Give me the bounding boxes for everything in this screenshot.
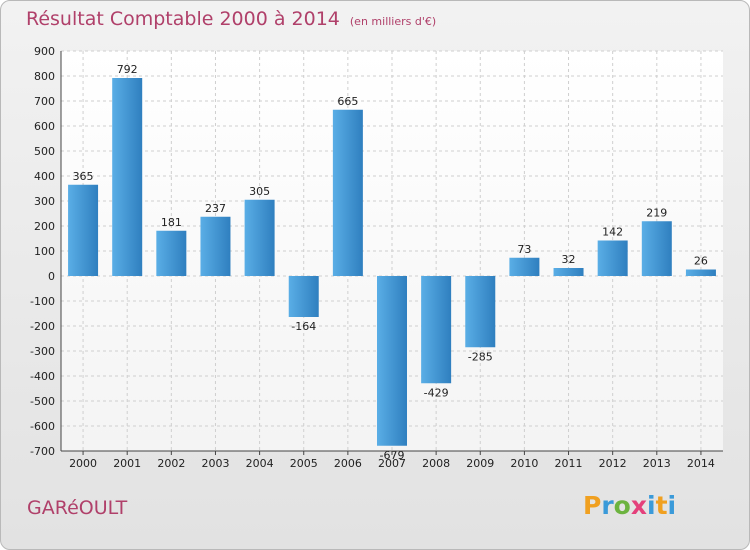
x-tick-label: 2003: [201, 457, 229, 470]
data-label: -164: [291, 320, 316, 333]
logo-letter: o: [613, 491, 631, 520]
y-tick-label: 600: [34, 120, 55, 133]
x-tick-label: 2010: [510, 457, 538, 470]
x-tick-label: 2000: [69, 457, 97, 470]
proxiti-logo: Proxiti: [583, 491, 676, 520]
bar: [377, 276, 407, 446]
chart-subtitle: (en milliers d'€): [349, 15, 437, 28]
x-tick-label: 2001: [113, 457, 141, 470]
data-label: 219: [646, 206, 667, 219]
y-tick-label: 500: [34, 145, 55, 158]
bar: [332, 109, 363, 276]
chart-title: Résultat Comptable 2000 à 2014 (en millie…: [26, 8, 436, 30]
bars: [68, 78, 716, 446]
x-tick-label: 2007: [378, 457, 406, 470]
data-label: -285: [468, 350, 493, 363]
y-tick-label: -100: [30, 295, 55, 308]
data-label: 305: [249, 185, 270, 198]
x-tick-label: 2002: [157, 457, 185, 470]
y-tick-label: -300: [30, 345, 55, 358]
chart-title-main: Résultat Comptable 2000 à 2014: [26, 8, 340, 30]
data-label: -429: [424, 386, 449, 399]
bar: [112, 78, 143, 276]
y-tick-label: -700: [30, 445, 55, 458]
data-label: 32: [562, 253, 576, 266]
bar: [421, 276, 452, 384]
data-label: 26: [694, 255, 708, 268]
data-label: 792: [117, 63, 138, 76]
data-label: 237: [205, 202, 226, 215]
data-labels: 365 792 181 237 305 -164 665 -679 -429 -285 73 32 14…: [73, 63, 708, 462]
bar: [288, 276, 319, 317]
bar: [597, 240, 628, 276]
bar: [641, 221, 672, 276]
data-label: 142: [602, 226, 623, 239]
y-tick-label: 700: [34, 95, 55, 108]
x-tick-label: 2004: [246, 457, 274, 470]
data-label: -679: [380, 449, 405, 462]
bar: [244, 199, 275, 276]
logo-letter: x: [630, 491, 647, 520]
bar: [509, 257, 540, 276]
x-tick-label: 2013: [643, 457, 671, 470]
y-tick-label: -500: [30, 395, 55, 408]
data-label: 665: [337, 95, 358, 108]
x-tick-label: 2009: [466, 457, 494, 470]
bar: [685, 269, 716, 276]
y-tick-label: 800: [34, 70, 55, 83]
bar: [200, 216, 231, 276]
logo-letter: r: [601, 491, 614, 520]
x-tick-label: 2014: [687, 457, 715, 470]
logo-letter: t: [655, 491, 668, 520]
data-label: 73: [517, 243, 531, 256]
x-tick-label: 2008: [422, 457, 450, 470]
axes: 900 800 700 600 500 400 300 200 100 0 -100 -200 -300…: [30, 45, 723, 470]
x-tick-label: 2011: [555, 457, 583, 470]
y-tick-label: 200: [34, 220, 55, 233]
x-tick-label: 2006: [334, 457, 362, 470]
y-tick-label: -200: [30, 320, 55, 333]
y-tick-label: -600: [30, 420, 55, 433]
data-label: 181: [161, 216, 182, 229]
bar: [465, 276, 496, 348]
bar: [156, 230, 187, 276]
logo-letter: i: [647, 491, 656, 520]
bar: [553, 268, 584, 276]
place-name: GARéOULT: [27, 497, 128, 519]
y-tick-label: 900: [34, 45, 55, 58]
y-tick-label: 100: [34, 245, 55, 258]
bar: [68, 184, 99, 276]
x-tick-label: 2005: [290, 457, 318, 470]
data-label: 365: [73, 170, 94, 183]
y-tick-label: -400: [30, 370, 55, 383]
logo-letter: i: [667, 491, 677, 520]
logo-letter: P: [583, 491, 602, 520]
y-tick-label: 400: [34, 170, 55, 183]
y-tick-label: 300: [34, 195, 55, 208]
x-tick-label: 2012: [599, 457, 627, 470]
y-tick-label: 0: [48, 270, 55, 283]
